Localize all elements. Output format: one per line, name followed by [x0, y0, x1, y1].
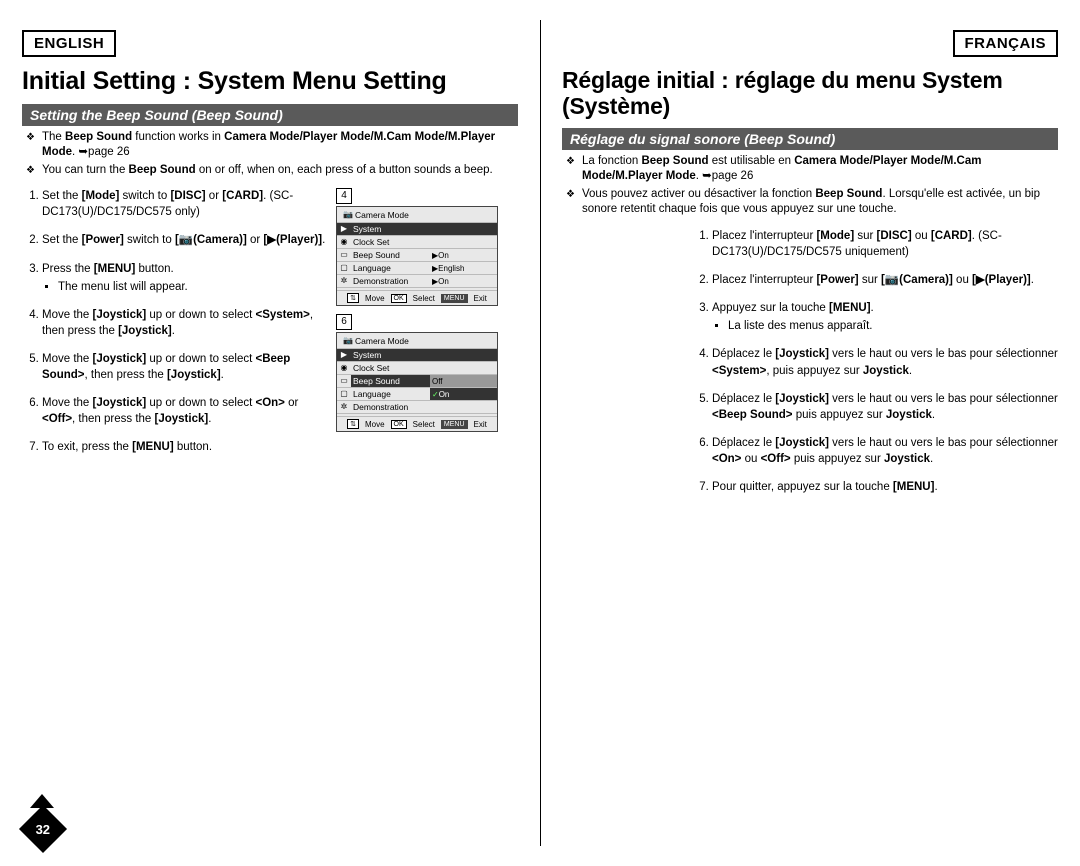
step-fr-1: Placez l'interrupteur [Mode] sur [DISC] …	[712, 228, 1058, 260]
memory-icon: ▭	[337, 375, 351, 387]
menu-key: MENU	[441, 294, 468, 303]
val-on2: On	[438, 277, 449, 286]
val-off: Off	[432, 377, 443, 386]
bullet-fr-2: Vous pouvez activer ou désactiver la fon…	[582, 187, 1058, 218]
step-fr-2: Placez l'interrupteur [Power] sur [📷(Cam…	[712, 272, 1058, 288]
val-on: On	[438, 251, 449, 260]
english-column: ENGLISH Initial Setting : System Menu Se…	[0, 0, 540, 866]
bullet-fr-1: La fonction Beep Sound est utilisable en…	[582, 154, 1058, 185]
row-beep2: Beep Sound	[351, 375, 430, 387]
step-en-1: Set the [Mode] switch to [DISC] or [CARD…	[42, 188, 328, 220]
step-fr-7: Pour quitter, appuyez sur la touche [MEN…	[712, 479, 1058, 495]
screen4-title: Camera Mode	[355, 210, 409, 220]
row-system2: System	[351, 349, 430, 361]
ok-key2: OK	[391, 420, 407, 429]
tv-icon: ▢	[337, 388, 351, 400]
step-fr-3-sub: La liste des menus apparaît.	[728, 318, 1058, 334]
footer-select2: Select	[413, 420, 435, 429]
steps-en: Set the [Mode] switch to [DISC] or [CARD…	[22, 188, 328, 455]
footer-exit: Exit	[474, 294, 487, 303]
row-demo: Demonstration	[351, 275, 430, 287]
camera-icon: 📷	[341, 209, 355, 220]
bullet-en-2: You can turn the Beep Sound on or off, w…	[42, 163, 518, 179]
fig-num-4: 4	[336, 188, 352, 204]
val-english: English	[438, 264, 464, 273]
step-en-6: Move the [Joystick] up or down to select…	[42, 395, 328, 427]
menu-key2: MENU	[441, 420, 468, 429]
tv-icon: ▢	[337, 262, 351, 274]
step-fr-5: Déplacez le [Joystick] vers le haut ou v…	[712, 391, 1058, 423]
updown-icon: ⇅	[347, 419, 359, 429]
fig-num-6: 6	[336, 314, 352, 330]
check-icon: ✓	[432, 390, 439, 399]
row-beep: Beep Sound	[351, 249, 430, 261]
row-demo2: Demonstration	[351, 401, 430, 413]
footer-move2: Move	[365, 420, 385, 429]
title-en: Initial Setting : System Menu Setting	[22, 67, 518, 96]
footer-exit2: Exit	[474, 420, 487, 429]
row-lang2: Language	[351, 388, 430, 400]
step-fr-6: Déplacez le [Joystick] vers le haut ou v…	[712, 435, 1058, 467]
subhead-en: Setting the Beep Sound (Beep Sound)	[22, 104, 518, 126]
steps-fr: Placez l'interrupteur [Mode] sur [DISC] …	[692, 228, 1058, 495]
screen6-title: Camera Mode	[355, 336, 409, 346]
footer-move: Move	[365, 294, 385, 303]
footer-select: Select	[413, 294, 435, 303]
page-number-badge: 32	[19, 805, 67, 853]
bullets-fr: La fonction Beep Sound est utilisable en…	[562, 154, 1058, 218]
step-en-3: Press the [MENU] button. The menu list w…	[42, 261, 328, 295]
gear-icon: ✲	[337, 401, 351, 413]
ok-key: OK	[391, 294, 407, 303]
bullet-en-1: The Beep Sound function works in Camera …	[42, 130, 518, 161]
arrow-icon: ▶	[337, 349, 351, 361]
screenshots-column: 4 📷Camera Mode ▶System ◉Clock Set ▭Beep …	[336, 188, 518, 467]
row-system: System	[351, 223, 430, 235]
row-clock2: Clock Set	[351, 362, 430, 374]
val-on3: On	[439, 390, 450, 399]
step-en-7: To exit, press the [MENU] button.	[42, 439, 328, 455]
lang-label-fr: FRANÇAIS	[953, 30, 1059, 57]
step-fr-4: Déplacez le [Joystick] vers le haut ou v…	[712, 346, 1058, 378]
menu-screen-4: 📷Camera Mode ▶System ◉Clock Set ▭Beep So…	[336, 206, 498, 306]
lang-label-en: ENGLISH	[22, 30, 116, 57]
row-clock: Clock Set	[351, 236, 430, 248]
step-en-4: Move the [Joystick] up or down to select…	[42, 307, 328, 339]
arrow-icon: ▶	[337, 223, 351, 235]
camera-icon: 📷	[341, 335, 355, 346]
title-fr: Réglage initial : réglage du menu System…	[562, 67, 1058, 120]
page-number: 32	[36, 822, 50, 837]
gear-icon: ✲	[337, 275, 351, 287]
bullets-en: The Beep Sound function works in Camera …	[22, 130, 518, 179]
step-fr-3: Appuyez sur la touche [MENU]. La liste d…	[712, 300, 1058, 334]
step-en-3-sub: The menu list will appear.	[58, 279, 328, 295]
menu-screen-6: 📷Camera Mode ▶System ◉Clock Set ▭Beep So…	[336, 332, 498, 432]
row-lang: Language	[351, 262, 430, 274]
step-en-5: Move the [Joystick] up or down to select…	[42, 351, 328, 383]
subhead-fr: Réglage du signal sonore (Beep Sound)	[562, 128, 1058, 150]
step-en-2: Set the [Power] switch to [📷(Camera)] or…	[42, 232, 328, 248]
updown-icon: ⇅	[347, 293, 359, 303]
disc-icon: ◉	[337, 236, 351, 248]
french-column: FRANÇAIS Réglage initial : réglage du me…	[540, 0, 1080, 866]
memory-icon: ▭	[337, 249, 351, 261]
disc-icon: ◉	[337, 362, 351, 374]
